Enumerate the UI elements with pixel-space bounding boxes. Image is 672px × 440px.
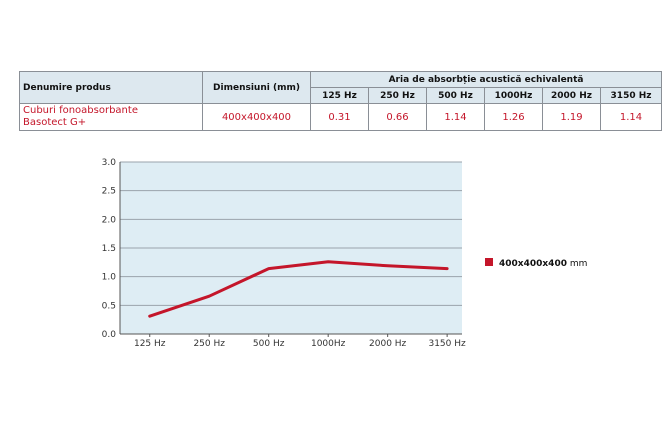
x-tick-label: 3150 Hz [428,339,466,349]
x-tick-label: 2000 Hz [369,339,407,349]
x-tick-label: 125 Hz [134,339,166,349]
header-absorption-area: Aria de absorbție acustică echivalentă [309,71,663,88]
x-tick-label: 1000Hz [311,339,346,349]
x-tick-label: 250 Hz [193,339,225,349]
y-tick-label: 3.0 [102,158,117,168]
product-name-cell: Cuburi fonoabsorbante Basotect G+ [19,103,203,131]
absorption-table: Denumire produs Dimensiuni (mm) Aria de … [19,71,663,131]
series-line [148,260,449,318]
legend-swatch [485,258,493,266]
y-tick-label: 1.5 [102,244,116,254]
y-tick-label: 0.0 [102,330,117,340]
header-freq: 2000 Hz [542,87,601,104]
product-name-line1: Cuburi fonoabsorbante [23,105,138,116]
y-tick-label: 0.5 [102,301,116,311]
legend-label: 400x400x400 mm [499,259,587,269]
value-cell: 1.14 [426,103,485,131]
y-tick-label: 1.0 [102,273,117,283]
value-cell: 1.19 [542,103,601,131]
dimension-cell: 400x400x400 [202,103,311,131]
header-freq: 500 Hz [426,87,485,104]
y-tick-label: 2.0 [102,215,117,225]
value-cell: 0.66 [368,103,427,131]
table-row: Cuburi fonoabsorbante Basotect G+ 400x40… [19,103,663,131]
y-tick-label: 2.5 [102,187,116,197]
product-name-line2: Basotect G+ [23,117,87,128]
value-cell: 1.14 [599,103,663,131]
header-product-name: Denumire produs [19,71,203,104]
header-freq: 250 Hz [368,87,427,104]
x-tick-label: 500 Hz [253,339,285,349]
